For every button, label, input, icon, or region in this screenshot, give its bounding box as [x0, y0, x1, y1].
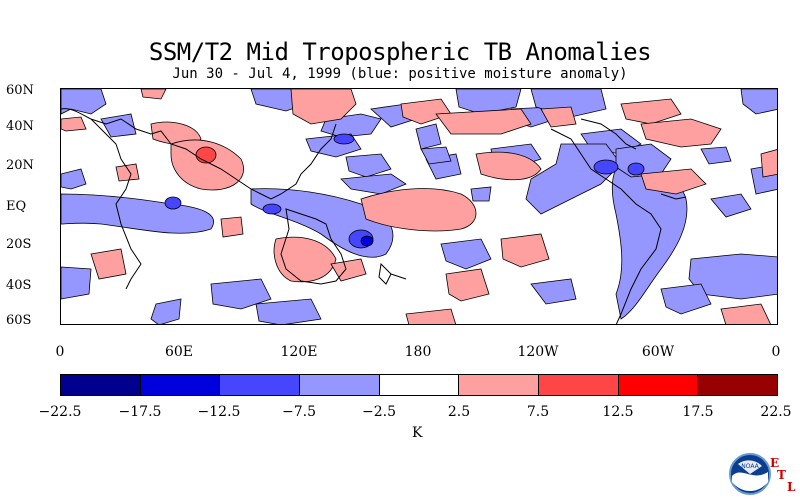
colorbar-tick: 7.5: [526, 404, 550, 420]
noaa-logo-text: NOAA: [741, 463, 759, 470]
colorbar-tick: 2.5: [447, 404, 471, 420]
etl-letter-e: E: [770, 456, 780, 470]
lon-label-0: 0: [55, 344, 65, 360]
deepest-blue-cores: [360, 235, 374, 247]
page-title: SSM/T2 Mid Tropospheric TB Anomalies: [148, 38, 652, 66]
lat-label-eq: EQ: [6, 199, 27, 214]
page-subtitle: Jun 30 - Jul 4, 1999 (blue: positive moi…: [172, 66, 628, 82]
anomaly-map-svg: [61, 89, 777, 324]
red-anomaly-regions: [61, 89, 777, 324]
anomaly-map: [60, 88, 778, 325]
coastlines: [61, 108, 687, 324]
colorbar-swatch: [300, 375, 380, 395]
colorbar-swatch: [539, 375, 619, 395]
lon-label-120w: 120W: [517, 344, 559, 360]
colorbar-swatch: [140, 375, 221, 395]
noaa-logo: NOAA: [729, 453, 771, 495]
colorbar-swatch: [698, 375, 778, 395]
strong-blue-cores: [164, 133, 645, 249]
etl-letter-t: T: [777, 468, 786, 482]
colorbar-swatch: [618, 375, 699, 395]
lon-label-120e: 120E: [280, 344, 318, 360]
lat-label-40n: 40N: [6, 119, 34, 134]
lat-label-20s: 20S: [6, 237, 32, 252]
lat-label-40s: 40S: [6, 278, 32, 293]
colorbar-swatch: [459, 375, 540, 395]
lat-label-20n: 20N: [6, 158, 34, 173]
colorbar-swatch: [61, 375, 141, 395]
colorbar: [60, 374, 778, 396]
lon-label-60w: 60W: [641, 344, 675, 360]
colorbar-swatch: [220, 375, 301, 395]
blue-anomaly-regions: [61, 89, 777, 324]
colorbar-tick: 17.5: [682, 404, 714, 420]
lon-label-0-east: 0: [771, 344, 781, 360]
lat-label-60n: 60N: [6, 83, 34, 98]
colorbar-unit: K: [412, 425, 423, 441]
colorbar-tick: 12.5: [602, 404, 634, 420]
colorbar-swatch: [379, 375, 460, 395]
colorbar-tick: −7.5: [282, 404, 316, 420]
colorbar-tick: 22.5: [760, 404, 792, 420]
colorbar-tick: −12.5: [197, 404, 241, 420]
lon-label-60e: 60E: [164, 344, 194, 360]
colorbar-tick: −2.5: [362, 404, 396, 420]
colorbar-tick: −17.5: [118, 404, 162, 420]
colorbar-tick: −22.5: [38, 404, 82, 420]
strong-red-cores: [195, 146, 217, 164]
etl-letter-l: L: [787, 480, 796, 494]
lon-label-180: 180: [404, 344, 432, 360]
lat-label-60s: 60S: [6, 313, 32, 328]
